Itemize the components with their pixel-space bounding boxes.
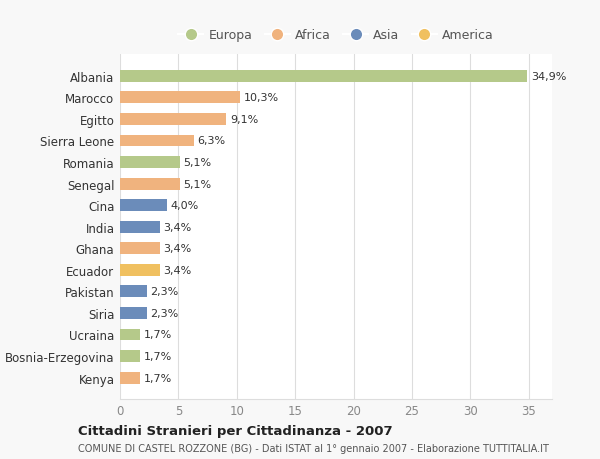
Text: 3,4%: 3,4% [163, 222, 191, 232]
Text: COMUNE DI CASTEL ROZZONE (BG) - Dati ISTAT al 1° gennaio 2007 - Elaborazione TUT: COMUNE DI CASTEL ROZZONE (BG) - Dati IST… [78, 443, 549, 453]
Bar [120, 178, 179, 190]
Bar [120, 114, 226, 126]
Text: 3,4%: 3,4% [163, 265, 191, 275]
Text: 9,1%: 9,1% [230, 115, 258, 125]
Bar [120, 286, 147, 297]
Text: 5,1%: 5,1% [183, 158, 211, 168]
Text: 1,7%: 1,7% [143, 351, 172, 361]
Bar [120, 243, 160, 255]
Text: 2,3%: 2,3% [151, 308, 179, 318]
Bar [120, 308, 147, 319]
Bar [120, 71, 527, 83]
Text: 1,7%: 1,7% [143, 373, 172, 383]
Bar [120, 264, 160, 276]
Text: 1,7%: 1,7% [143, 330, 172, 340]
Text: 34,9%: 34,9% [531, 72, 566, 82]
Text: 10,3%: 10,3% [244, 93, 279, 103]
Text: 6,3%: 6,3% [197, 136, 225, 146]
Text: 5,1%: 5,1% [183, 179, 211, 189]
Bar [120, 135, 194, 147]
Text: 2,3%: 2,3% [151, 287, 179, 297]
Bar [120, 221, 160, 233]
Bar [120, 157, 179, 168]
Text: Cittadini Stranieri per Cittadinanza - 2007: Cittadini Stranieri per Cittadinanza - 2… [78, 424, 392, 437]
Bar [120, 372, 140, 384]
Text: 4,0%: 4,0% [170, 201, 199, 211]
Bar [120, 92, 240, 104]
Legend: Europa, Africa, Asia, America: Europa, Africa, Asia, America [176, 27, 496, 45]
Bar [120, 350, 140, 362]
Bar [120, 200, 167, 212]
Bar [120, 329, 140, 341]
Text: 3,4%: 3,4% [163, 244, 191, 254]
